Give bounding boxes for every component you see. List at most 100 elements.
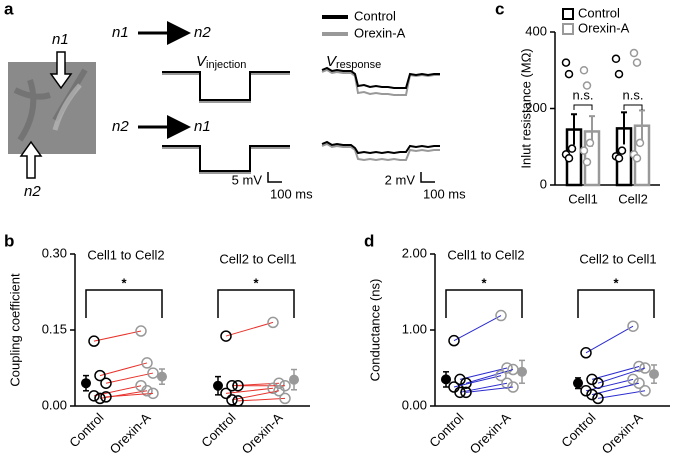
panel-label: a xyxy=(4,0,14,18)
x-tick-label: Cell1 xyxy=(568,191,598,206)
bracket xyxy=(573,104,593,110)
scale-bar xyxy=(420,172,435,183)
data-point xyxy=(582,157,592,167)
data-point xyxy=(633,360,645,373)
panel-label: b xyxy=(4,231,14,250)
data-point xyxy=(141,385,153,397)
mean-point xyxy=(517,366,527,377)
pair-line xyxy=(99,362,148,377)
data-point xyxy=(88,335,100,347)
bracket xyxy=(577,289,655,318)
data-point xyxy=(629,48,639,58)
data-point xyxy=(586,388,598,401)
data-point xyxy=(639,362,651,374)
legend-label: Control xyxy=(578,5,620,20)
data-point xyxy=(585,138,595,148)
pair-line xyxy=(105,392,154,398)
y-tick-label: 400 xyxy=(525,23,547,38)
pair-line xyxy=(237,397,286,402)
pair-line xyxy=(225,387,274,394)
data-point xyxy=(135,325,147,337)
scale-label: 100 ms xyxy=(270,186,313,201)
neuron-label: n2 xyxy=(24,183,41,200)
pair-line xyxy=(225,321,274,337)
data-point xyxy=(454,373,466,386)
x-tick-label: Orexin-A xyxy=(239,410,286,457)
data-point xyxy=(627,320,639,332)
data-point xyxy=(226,394,238,406)
mean-point xyxy=(441,374,451,385)
annotation: * xyxy=(121,275,127,290)
bracket xyxy=(217,289,295,318)
pair-line xyxy=(591,365,640,380)
data-point xyxy=(147,367,159,379)
scale-bar xyxy=(267,172,282,183)
data-point xyxy=(273,385,285,397)
data-point xyxy=(495,309,507,322)
data-point xyxy=(94,392,106,405)
data-point xyxy=(564,69,574,79)
mean-point xyxy=(213,380,223,391)
data-point xyxy=(501,362,513,374)
data-point xyxy=(267,316,279,329)
pair-line xyxy=(459,367,508,380)
pair-line xyxy=(465,386,514,393)
legend-swatch xyxy=(562,23,574,35)
y-tick-label: 1.00 xyxy=(402,321,427,336)
y-tick-label: 200 xyxy=(525,100,547,115)
data-point xyxy=(586,373,598,386)
pair-line xyxy=(93,330,142,342)
group-title: Cell2 to Cell1 xyxy=(579,251,656,266)
bracket xyxy=(85,289,163,318)
data-point xyxy=(567,144,577,153)
data-point xyxy=(448,334,460,347)
data-point xyxy=(635,138,645,148)
legend-label: Orexin-A xyxy=(578,20,630,35)
data-point xyxy=(579,66,589,75)
data-point xyxy=(582,81,592,90)
data-point xyxy=(147,387,159,400)
x-tick-label: Orexin-A xyxy=(599,410,646,457)
data-point xyxy=(495,369,507,382)
data-point xyxy=(100,391,112,403)
data-point xyxy=(614,69,624,79)
data-point xyxy=(141,357,153,369)
data-point xyxy=(564,153,574,163)
data-point xyxy=(220,387,232,400)
pair-line xyxy=(459,382,508,393)
direction-from: n2 xyxy=(112,118,129,135)
y-axis-title: Conductance (ns) xyxy=(367,279,382,382)
group-title: Cell1 to Cell2 xyxy=(87,247,164,262)
pair-line xyxy=(453,375,502,388)
panel-label: c xyxy=(495,0,504,18)
y-tick-label: 0.15 xyxy=(42,321,67,336)
direction-to: n2 xyxy=(194,24,211,41)
data-point xyxy=(460,386,472,399)
pair-line xyxy=(591,382,640,396)
direction-from: n1 xyxy=(112,24,129,41)
y-tick-label: 0 xyxy=(540,176,547,191)
mean-point xyxy=(649,369,659,380)
group-title: Cell1 to Cell2 xyxy=(447,247,524,262)
data-point xyxy=(579,146,589,155)
data-point xyxy=(226,379,238,392)
x-tick-label: Control xyxy=(66,410,106,450)
data-point xyxy=(633,377,645,389)
mean-point xyxy=(573,378,583,389)
data-point xyxy=(220,330,232,342)
x-tick-label: Orexin-A xyxy=(107,410,154,457)
pair-line xyxy=(597,390,646,399)
scale-label: 5 mV xyxy=(232,172,263,187)
scale-label: 100 ms xyxy=(423,186,466,201)
annotation: n.s. xyxy=(573,87,594,102)
data-point xyxy=(580,347,592,359)
data-point xyxy=(632,58,642,67)
legend-swatch xyxy=(562,8,574,20)
scale-label: 2 mV xyxy=(385,172,416,187)
data-point xyxy=(88,390,100,402)
data-point xyxy=(100,377,112,389)
y-tick-label: 2.00 xyxy=(402,245,427,260)
data-point xyxy=(232,395,244,407)
mean-point xyxy=(289,374,299,385)
legend-label: Orexin-A xyxy=(354,25,406,40)
